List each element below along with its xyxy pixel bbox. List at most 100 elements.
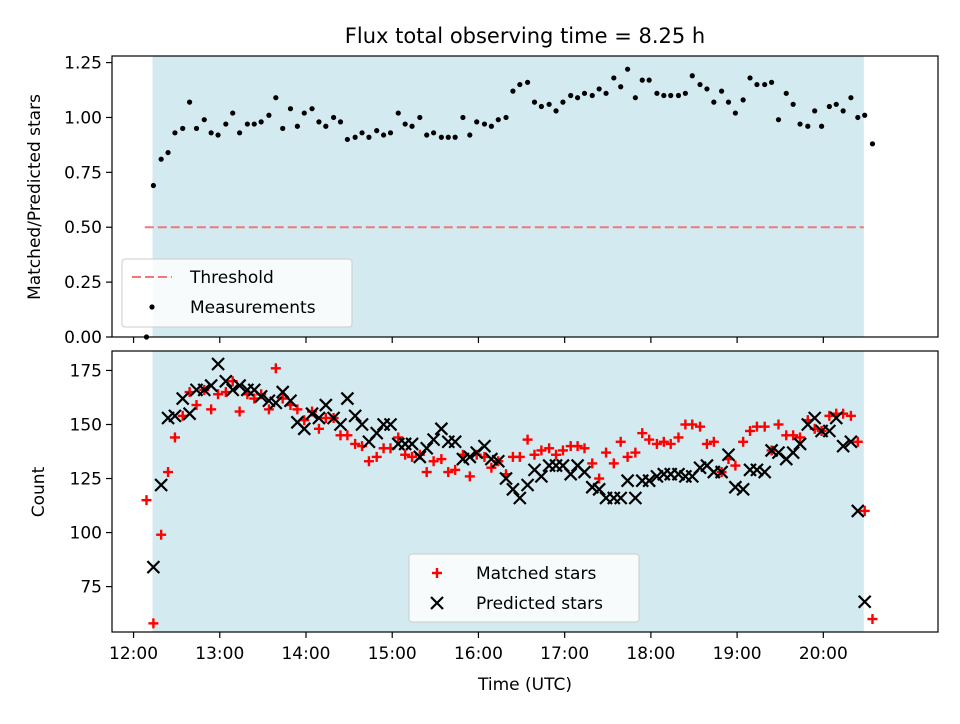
measurement-point	[409, 123, 415, 129]
measurement-point	[374, 128, 380, 134]
matched-star-point	[867, 614, 878, 625]
measurement-point	[287, 106, 294, 112]
count-legend: Matched stars Predicted stars	[408, 553, 640, 623]
matched-star-point	[859, 505, 870, 516]
y-tick-label: 150	[70, 415, 102, 435]
measurement-point	[323, 123, 329, 129]
predicted-star-point	[168, 409, 182, 423]
matched-star-point	[708, 436, 719, 447]
measurement-point	[438, 134, 444, 140]
matched-star-point	[615, 436, 626, 447]
predicted-star-point	[520, 478, 535, 492]
predicted-star-point	[836, 439, 850, 453]
predicted-star-point	[506, 482, 520, 497]
measurement-point	[797, 121, 803, 127]
measurement-point	[201, 117, 207, 123]
matched-star-point	[464, 471, 475, 482]
matched-star-point	[163, 467, 174, 478]
y-tick-label: 0.75	[64, 163, 102, 183]
matched-star-point	[263, 404, 274, 415]
predicted-star-point	[333, 417, 348, 432]
matched-star-point	[522, 434, 533, 445]
measurement-point	[395, 110, 401, 116]
measurement-point	[488, 123, 494, 129]
count-y-axis-label: Count	[29, 466, 49, 517]
predicted-star-point	[319, 398, 333, 412]
figure-title: Flux total observing time = 8.25 h	[345, 24, 705, 48]
matched-star-point	[156, 529, 167, 540]
x-axis-label: Time (UTC)	[477, 675, 572, 695]
predicted-star-point	[499, 471, 513, 486]
matched-star-point	[443, 467, 454, 478]
x-tick-label: 18:00	[626, 644, 675, 664]
matched-star-point	[544, 443, 555, 454]
measurement-point	[165, 149, 171, 156]
matched-star-point	[536, 445, 547, 456]
measurement-point	[337, 119, 344, 125]
measurement-point	[682, 90, 688, 96]
predicted-star-point	[434, 422, 449, 436]
measurement-point	[280, 125, 286, 132]
matched-star-point	[852, 436, 863, 447]
measurement-point	[251, 121, 257, 127]
measurement-point	[366, 134, 372, 140]
measurement-point	[826, 103, 832, 110]
x-tick-label: 16:00	[454, 644, 503, 664]
count-panel: 75 100 125 150 175 12:00 13:00 14:00 15:00 16:00…	[29, 350, 939, 695]
predicted-star-point	[154, 478, 168, 492]
count-y-axis-ticks: 75 100 125 150 175	[70, 361, 112, 598]
x-tick-label: 20:00	[799, 644, 848, 664]
legend-predicted-label: Predicted stars	[476, 594, 603, 614]
y-tick-label: 175	[70, 361, 102, 381]
measurement-point	[812, 108, 818, 114]
predicted-star-point	[577, 465, 592, 479]
predicted-star-point	[642, 473, 656, 488]
predicted-star-point	[844, 435, 858, 449]
predicted-star-point	[822, 424, 837, 438]
matched-star-point	[579, 443, 590, 454]
matched-star-point	[673, 432, 684, 443]
measurement-point	[568, 92, 574, 99]
predicted-star-point	[219, 374, 233, 389]
measurement-point	[495, 117, 501, 123]
measurement-point	[862, 112, 868, 118]
measurement-point	[215, 132, 221, 138]
measurement-point	[301, 110, 307, 116]
y-tick-label: 125	[70, 470, 102, 490]
measurement-point	[344, 136, 350, 143]
legend-matched-swatch	[432, 568, 442, 578]
measurement-point	[352, 134, 358, 140]
x-tick-label: 13:00	[195, 644, 244, 664]
measurement-point	[869, 141, 876, 147]
predicted-star-point	[721, 447, 736, 462]
matched-star-point	[644, 434, 655, 445]
predicted-star-point	[225, 383, 240, 397]
predicted-star-point	[757, 465, 772, 479]
measurement-point	[223, 121, 229, 127]
matched-star-point	[658, 436, 669, 447]
count-x-axis-ticks: 12:00 13:00 14:00 15:00 16:00 17:00 18:00 19:00…	[109, 632, 848, 664]
ratio-legend-box	[121, 258, 353, 328]
measurement-point	[740, 97, 746, 103]
matched-star-point	[845, 410, 856, 421]
predicted-star-point	[182, 406, 197, 421]
measurement-point	[611, 75, 617, 81]
matched-star-point	[695, 421, 706, 432]
matched-star-point	[701, 438, 712, 449]
matched-star-point	[557, 445, 568, 456]
predicted-star-point	[175, 391, 190, 406]
matched-star-point	[213, 389, 224, 400]
measurement-point	[180, 125, 186, 132]
measurement-point	[711, 99, 717, 105]
y-tick-label: 100	[70, 524, 102, 544]
predicted-star-point	[426, 432, 441, 447]
predicted-star-point	[786, 445, 800, 460]
measurement-point	[574, 95, 581, 101]
measurement-point	[158, 156, 164, 162]
measurement-point	[524, 79, 531, 85]
predicted-star-point	[613, 491, 628, 505]
matched-star-point	[371, 451, 382, 462]
matched-star-point	[428, 456, 439, 467]
measurement-point	[452, 134, 458, 140]
predicted-star-point	[563, 467, 578, 481]
